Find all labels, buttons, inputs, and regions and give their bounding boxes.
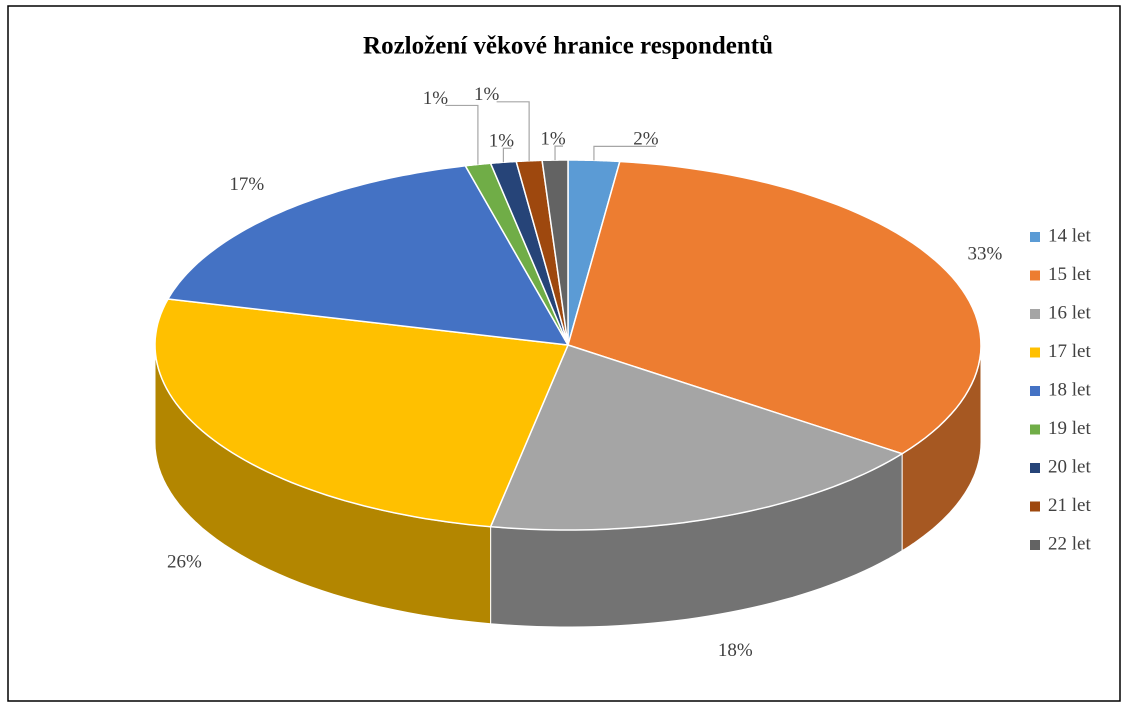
data-label: 1% — [423, 88, 449, 109]
legend-label: 15 let — [1048, 264, 1091, 285]
data-label: 17% — [229, 174, 264, 195]
data-label: 33% — [968, 244, 1003, 265]
legend-swatch — [1030, 347, 1040, 358]
legend-swatch — [1030, 270, 1040, 281]
legend-swatch — [1030, 463, 1040, 473]
legend-swatch — [1030, 540, 1040, 550]
data-label: 1% — [474, 84, 500, 105]
legend-label: 18 let — [1048, 379, 1091, 400]
legend-swatch — [1030, 424, 1040, 435]
data-label: 26% — [167, 551, 202, 572]
legend-label: 17 let — [1048, 341, 1091, 362]
pie-slice — [567, 160, 982, 455]
data-label: 1% — [489, 131, 515, 152]
leader-line — [445, 104, 479, 165]
data-label: 2% — [633, 129, 659, 150]
data-label: 18% — [718, 640, 753, 661]
legend-label: 19 let — [1048, 418, 1091, 439]
data-label: 1% — [540, 128, 566, 149]
pie-slice — [489, 344, 904, 531]
leader-line — [496, 101, 530, 161]
chart-title: Rozložení věkové hranice respondentů — [363, 33, 773, 60]
pie-slice — [464, 162, 569, 346]
legend-label: 22 let — [1048, 533, 1091, 554]
leader-line — [502, 147, 512, 163]
legend-label: 16 let — [1048, 302, 1091, 323]
legend-swatch — [1030, 386, 1040, 396]
legend-label: 21 let — [1048, 495, 1091, 516]
pie-slice — [154, 298, 570, 528]
legend-label: 20 let — [1048, 456, 1091, 477]
legend-label: 14 let — [1048, 225, 1091, 246]
legend-swatch — [1030, 309, 1040, 319]
legend-swatch — [1030, 232, 1040, 242]
leader-line — [554, 145, 564, 161]
legend-swatch — [1030, 501, 1040, 512]
pie-slice — [489, 160, 569, 346]
pie-slice — [541, 159, 569, 346]
pie-slice — [166, 164, 570, 346]
leader-line — [593, 145, 656, 161]
